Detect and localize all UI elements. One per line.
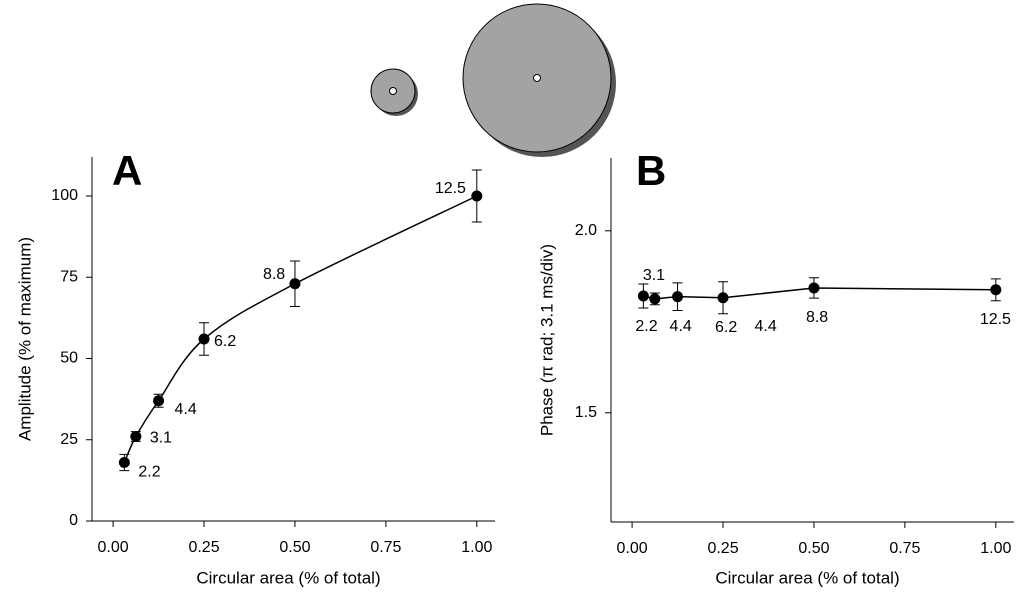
data-line	[123, 195, 478, 463]
small-disc-center	[389, 87, 397, 95]
x-tick-label: 1.00	[980, 540, 1011, 557]
y-axis-label: Phase (π rad; 3.1 ms/div)	[537, 244, 556, 436]
x-axis-label: Circular area (% of total)	[196, 568, 380, 587]
y-tick-label: 2.0	[575, 222, 597, 239]
data-point	[289, 278, 301, 290]
point-label: 8.8	[263, 266, 285, 283]
large-disc-center	[533, 74, 541, 82]
x-tick-label: 1.00	[461, 539, 492, 556]
panel-label: B	[636, 147, 666, 194]
point-label: 12.5	[435, 180, 466, 197]
y-tick-label: 100	[51, 187, 78, 204]
y-tick-label: 1.5	[575, 404, 597, 421]
stimulus-icons	[370, 3, 616, 157]
panel-label: A	[112, 147, 142, 194]
x-tick-label: 0.00	[617, 540, 648, 557]
x-tick-label: 0.50	[279, 539, 310, 556]
x-tick-label: 0.00	[98, 539, 129, 556]
x-tick-label: 0.25	[188, 539, 219, 556]
point-label: 4.4	[175, 401, 197, 418]
x-tick-label: 0.75	[889, 540, 920, 557]
data-point	[990, 284, 1002, 296]
x-tick-label: 0.25	[707, 540, 738, 557]
point-label: 12.5	[980, 311, 1011, 328]
data-point	[198, 333, 210, 345]
point-label: 4.4	[670, 318, 692, 335]
y-tick-label: 75	[60, 268, 78, 285]
data-point	[672, 291, 684, 303]
point-label: 6.2	[214, 333, 236, 350]
point-label: 3.1	[643, 267, 665, 284]
point-label: 3.1	[150, 430, 172, 447]
point-label: 6.2	[715, 319, 737, 336]
y-tick-label: 0	[69, 512, 78, 529]
data-point	[471, 190, 483, 202]
y-tick-label: 25	[60, 431, 78, 448]
data-point	[717, 292, 729, 304]
x-tick-label: 0.50	[798, 540, 829, 557]
data-point	[808, 282, 820, 294]
x-tick-label: 0.75	[370, 539, 401, 556]
point-label: 2.2	[635, 318, 657, 335]
annotation: 4.4	[754, 318, 776, 335]
data-point	[130, 431, 142, 442]
data-point	[153, 395, 165, 407]
point-label: 2.2	[138, 464, 160, 481]
y-tick-label: 50	[60, 350, 78, 367]
data-point	[637, 290, 649, 302]
y-axis-label: Amplitude (% of maximum)	[15, 237, 34, 441]
point-label: 8.8	[806, 309, 828, 326]
x-axis-label: Circular area (% of total)	[715, 568, 899, 587]
data-point	[118, 457, 130, 468]
data-point	[649, 293, 661, 305]
data-line	[643, 287, 996, 300]
